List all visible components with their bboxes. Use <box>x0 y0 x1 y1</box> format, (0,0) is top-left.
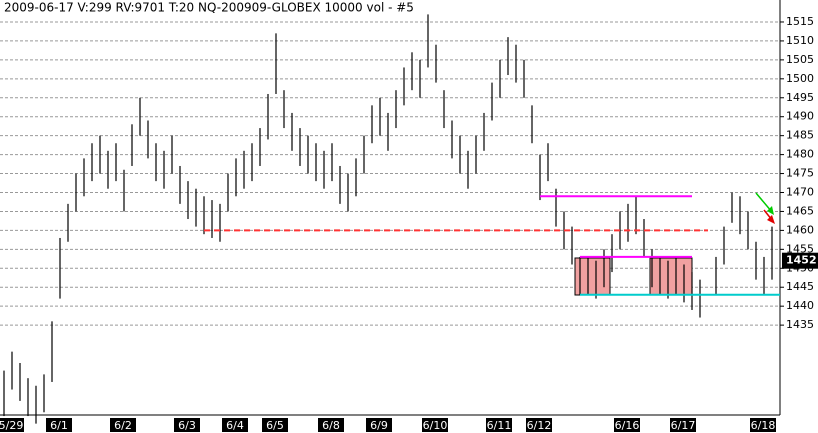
x-tick-label: 6/16 <box>615 419 640 432</box>
chart-title: 2009-06-17 V:299 RV:9701 T:20 NQ-200909-… <box>4 1 414 15</box>
arrow <box>767 206 774 215</box>
y-tick-label: 1435 <box>786 318 814 331</box>
y-tick-label: 1480 <box>786 148 814 161</box>
x-tick-label: 5/29 <box>0 419 23 432</box>
date-label-box <box>526 418 552 432</box>
y-tick-label: 1495 <box>786 91 814 104</box>
date-label-box <box>46 418 72 432</box>
bars <box>3 14 773 424</box>
date-label-box <box>318 418 344 432</box>
date-label-box <box>0 418 24 432</box>
x-tick-label: 6/17 <box>671 419 696 432</box>
y-tick-label: 1500 <box>786 72 814 85</box>
x-tick-label: 6/2 <box>114 419 132 432</box>
x-tick-label: 6/1 <box>50 419 68 432</box>
x-tick-label: 6/12 <box>527 419 552 432</box>
x-tick-label: 6/3 <box>178 419 196 432</box>
date-label-box <box>262 418 288 432</box>
y-tick-label: 1505 <box>786 53 814 66</box>
y-tick-label: 1485 <box>786 129 814 142</box>
date-label-box <box>670 418 696 432</box>
date-label-box <box>750 418 776 432</box>
date-label-box <box>110 418 136 432</box>
y-tick-label: 1515 <box>786 15 814 28</box>
last-price-box <box>782 252 818 269</box>
last-price-label: 1452 <box>786 254 817 267</box>
x-tick-label: 6/11 <box>487 419 512 432</box>
y-tick-label: 1440 <box>786 299 814 312</box>
y-tick-label: 1445 <box>786 280 814 293</box>
y-tick-label: 1455 <box>786 242 814 255</box>
y-tick-label: 1475 <box>786 167 814 180</box>
y-tick-label: 1490 <box>786 110 814 123</box>
date-label-box <box>486 418 512 432</box>
y-tick-label: 1465 <box>786 204 814 217</box>
y-tick-label: 1460 <box>786 223 814 236</box>
arrow <box>767 215 775 224</box>
x-tick-label: 6/9 <box>370 419 388 432</box>
date-label-box <box>422 418 448 432</box>
date-label-box <box>614 418 640 432</box>
x-tick-label: 6/10 <box>423 419 448 432</box>
y-tick-label: 1470 <box>786 185 814 198</box>
date-label-box <box>222 418 248 432</box>
date-label-box <box>366 418 392 432</box>
x-tick-label: 6/18 <box>751 419 776 432</box>
date-label-box <box>174 418 200 432</box>
x-tick-label: 6/4 <box>226 419 244 432</box>
x-tick-label: 6/8 <box>322 419 340 432</box>
x-tick-label: 6/5 <box>266 419 284 432</box>
y-tick-label: 1510 <box>786 34 814 47</box>
zone-box <box>649 257 693 296</box>
